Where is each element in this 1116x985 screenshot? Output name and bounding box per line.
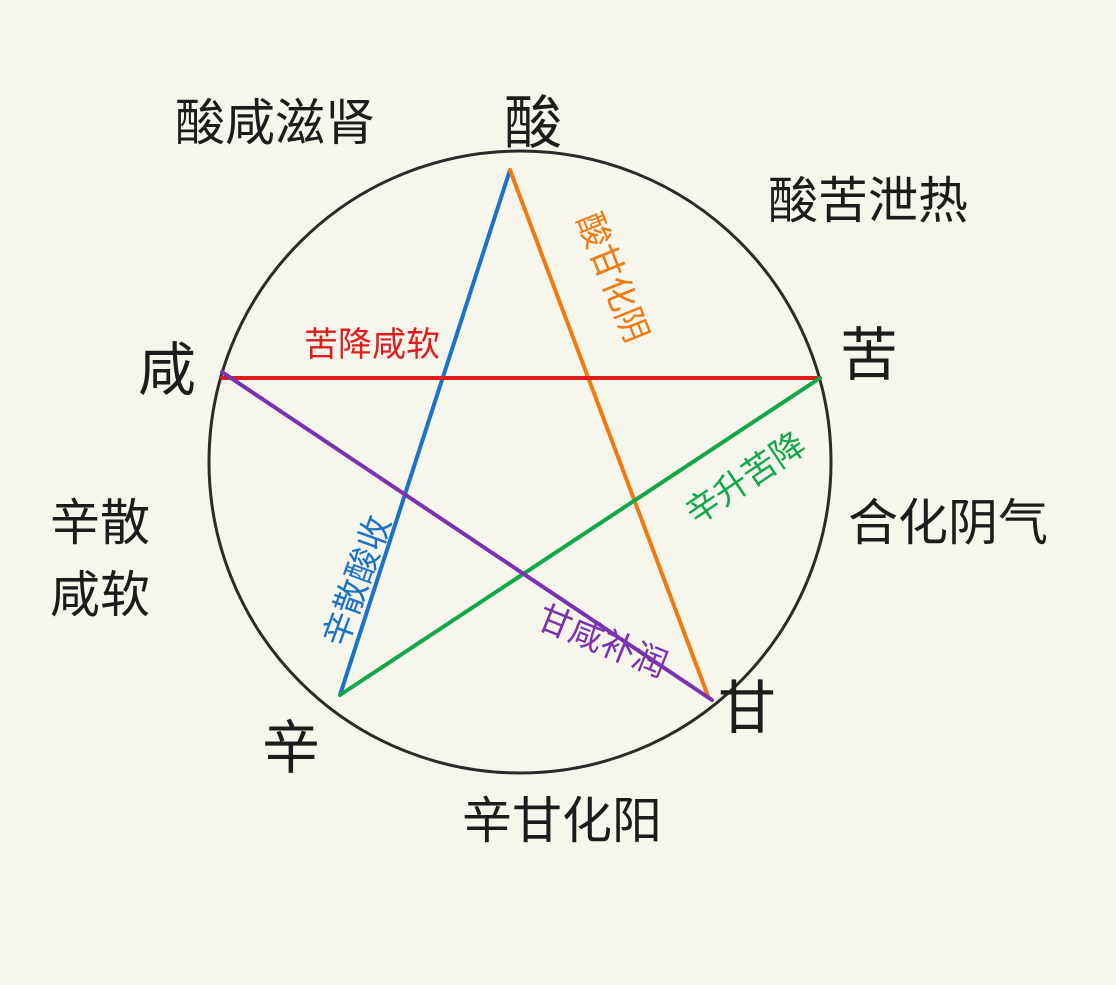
label-combine-transform-yin-qi: 合化阴气 [848, 494, 1048, 552]
edge-line-bitter-pungent [338, 376, 822, 697]
edge-label-bitter-descend-salty-soften: 苦降咸软 [304, 325, 440, 365]
vertex-label-salty: 咸 [138, 336, 196, 404]
vertex-label-sour: 酸 [504, 89, 562, 157]
label-sour-bitter-drain-heat: 酸苦泄热 [768, 172, 968, 230]
label-pungent-disperse: 辛散 [50, 494, 150, 552]
edge-line-salty-sweet [220, 370, 714, 702]
outer-circle [207, 149, 833, 775]
edge-line-sour-pungent [338, 168, 512, 697]
label-salty-soften: 咸软 [50, 566, 150, 624]
vertex-label-pungent: 辛 [262, 714, 320, 782]
label-pungent-sweet-transform-yang: 辛甘化阳 [462, 792, 662, 850]
label-sour-salty-nourish-kidney: 酸咸滋肾 [175, 94, 375, 152]
vertex-label-bitter: 苦 [840, 321, 898, 389]
vertex-label-sweet: 甘 [718, 674, 776, 742]
edge-line-sour-sweet [508, 168, 710, 698]
